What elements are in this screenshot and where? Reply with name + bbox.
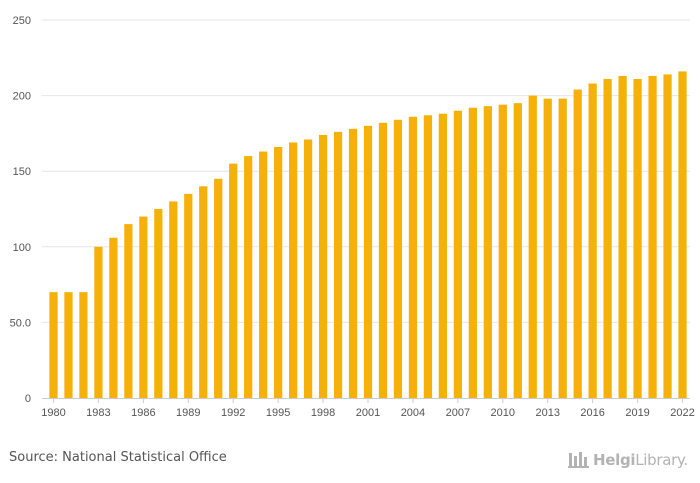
bar-2018 xyxy=(618,75,627,398)
bar-2021 xyxy=(663,74,672,399)
bar-1991 xyxy=(214,178,223,398)
x-tick-label: 2022 xyxy=(670,407,694,419)
bar-2015 xyxy=(573,89,582,399)
bar-1987 xyxy=(154,209,163,398)
y-tick-label: 50.0 xyxy=(10,317,31,329)
source-note: Source: National Statistical Office xyxy=(9,450,227,465)
bar-2004 xyxy=(408,116,418,399)
bar-2016 xyxy=(588,83,597,398)
bar-2011 xyxy=(513,103,522,398)
bar-1996 xyxy=(289,142,298,398)
x-tick-label: 2019 xyxy=(625,407,649,419)
bar-1984 xyxy=(109,237,118,398)
bar-1993 xyxy=(244,156,253,398)
helgi-library-logo: Helgi Library. xyxy=(568,449,688,471)
bar-1986 xyxy=(139,216,148,398)
y-tick-label: 100 xyxy=(13,242,31,254)
bar-1988 xyxy=(169,201,178,398)
bar-2014 xyxy=(558,98,567,399)
bar-1994 xyxy=(259,151,268,398)
x-tick-label: 1986 xyxy=(131,407,155,419)
bar-2006 xyxy=(438,113,448,399)
bar-2002 xyxy=(378,122,388,398)
bar-2012 xyxy=(528,95,537,398)
brand-helgi: Helgi xyxy=(593,451,636,469)
x-tick-label: 1980 xyxy=(41,407,65,419)
y-tick-label: 250 xyxy=(13,15,31,27)
bar-2010 xyxy=(498,104,507,399)
bar-2000 xyxy=(348,128,358,399)
y-tick-label: 0 xyxy=(25,393,31,405)
bar-2009 xyxy=(483,106,492,399)
bar-1985 xyxy=(124,224,133,398)
bar-2022 xyxy=(678,71,687,398)
brand-library: Library. xyxy=(635,451,688,469)
bar-1992 xyxy=(229,163,238,398)
bar-2001 xyxy=(363,125,373,398)
bar-1983 xyxy=(94,246,103,398)
bar-1999 xyxy=(333,131,343,398)
x-tick-label: 1992 xyxy=(221,407,245,419)
y-tick-label: 150 xyxy=(13,166,31,178)
x-tick-label: 1983 xyxy=(86,407,110,419)
bar-1980 xyxy=(49,292,58,398)
bar-2008 xyxy=(468,107,477,398)
x-axis-tick-labels: 1980 1983 1986 1989 1992 1995 1998 2001 2004 2007… xyxy=(41,398,695,419)
x-tick-label: 2016 xyxy=(580,407,604,419)
library-columns-icon xyxy=(568,452,589,468)
bar-1982 xyxy=(79,292,88,398)
bar-2007 xyxy=(453,110,462,398)
bar-1981 xyxy=(64,292,73,398)
bar-1998 xyxy=(318,134,328,398)
x-tick-label: 1998 xyxy=(311,407,335,419)
bar-1995 xyxy=(274,147,283,398)
y-tick-label: 200 xyxy=(13,91,31,103)
bar-2013 xyxy=(543,98,552,399)
bar-1997 xyxy=(303,139,313,398)
bar-2003 xyxy=(393,119,403,398)
bar-2005 xyxy=(423,115,433,398)
x-tick-label: 2004 xyxy=(401,407,425,419)
x-tick-label: 2013 xyxy=(535,407,559,419)
x-tick-label: 1995 xyxy=(266,407,290,419)
bar-2019 xyxy=(633,78,642,398)
bar-1990 xyxy=(199,186,208,398)
x-tick-label: 2001 xyxy=(356,407,380,419)
x-tick-label: 2010 xyxy=(491,407,515,419)
bar-series xyxy=(49,71,687,399)
x-tick-label: 2007 xyxy=(446,407,470,419)
y-axis-tick-labels: 0 50.0 100 150 200 250 xyxy=(10,15,31,405)
bar-2017 xyxy=(603,78,612,398)
bar-2020 xyxy=(648,75,657,398)
x-tick-label: 1989 xyxy=(176,407,200,419)
bar-1989 xyxy=(184,193,193,398)
